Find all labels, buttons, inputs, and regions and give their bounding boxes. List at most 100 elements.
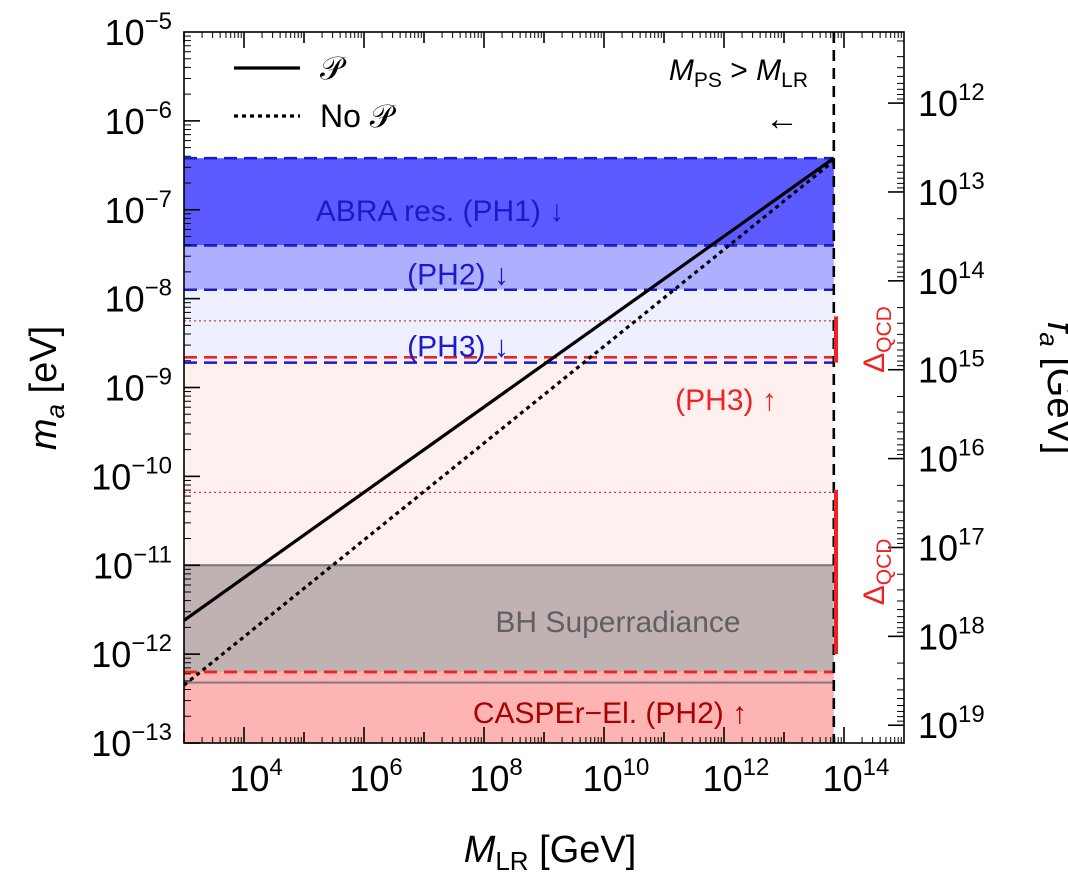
y2-tick-label-base: 10: [918, 527, 958, 568]
x-tick-label-base: 10: [229, 758, 269, 799]
delta-qcd-label-1: ΔQCD: [858, 539, 896, 606]
x-axis-title-unit: [GeV]: [529, 829, 637, 871]
delta-qcd-sub-0: QCD: [873, 306, 896, 353]
y-tick-label-base: 10: [105, 190, 145, 231]
band-label-abra-ph2: (PH2) ↓: [407, 259, 509, 292]
y-tick-label-exp: −5: [145, 8, 172, 35]
band-label-bh-superradiance: BH Superradiance: [495, 606, 740, 639]
y2-axis-title-sub: a: [1034, 332, 1064, 346]
y-tick-label: 10−9: [105, 364, 172, 409]
x-axis-title-main: M: [464, 829, 496, 871]
x-tick-label-base: 10: [469, 758, 509, 799]
x-axis-title-sub: LR: [495, 846, 528, 874]
y2-tick-label: 1015: [918, 346, 985, 391]
y2-tick-label: 1019: [918, 701, 985, 746]
y2-axis-title-main: f: [1039, 322, 1068, 336]
band-abra-ph1: [184, 158, 834, 246]
y2-axis-title: fa [GeV]: [1034, 322, 1068, 455]
band-casper-ph2: [184, 671, 834, 743]
y-tick-label-base: 10: [93, 545, 133, 586]
y-tick-label-exp: −10: [131, 452, 172, 479]
x-tick-label-exp: 12: [743, 754, 770, 781]
x-tick-label-base: 10: [823, 758, 863, 799]
legend-label-0: 𝒫: [320, 50, 347, 86]
y-tick-label: 10−10: [91, 452, 172, 497]
y2-tick-label-exp: 12: [958, 79, 985, 106]
x-tick-label: 104: [229, 754, 282, 799]
y2-tick-label-exp: 18: [958, 612, 985, 639]
y2-tick-label-base: 10: [918, 83, 958, 124]
y-tick-label: 10−5: [105, 8, 172, 53]
y2-tick-label: 1017: [918, 523, 985, 568]
delta-qcd-main-0: Δ: [858, 353, 891, 373]
y2-tick-label-exp: 16: [958, 435, 985, 462]
lr-limit-label-op: >: [722, 54, 756, 87]
lr-limit-label-m1: M: [669, 54, 694, 87]
band-label-abra-ph3: (PH3) ↓: [407, 331, 509, 364]
y-tick-label-exp: −12: [131, 630, 172, 657]
annotation-layer: MLR [GeV]ma [eV]fa [GeV]ABRA res. (PH1) …: [23, 54, 1068, 874]
y2-tick-label-exp: 19: [958, 701, 985, 728]
x-tick-label: 1012: [703, 754, 770, 799]
y-tick-label-base: 10: [105, 368, 145, 409]
y-tick-label: 10−8: [105, 275, 172, 320]
y-tick-label: 10−7: [105, 186, 172, 231]
band-bh-superradiance: [184, 565, 834, 683]
y2-tick-label: 1012: [918, 79, 985, 124]
y-tick-label-exp: −13: [131, 719, 172, 746]
legend-label-1: No 𝒫: [320, 98, 397, 134]
band-layer: [184, 156, 834, 743]
x-tick-label-base: 10: [349, 758, 389, 799]
series-layer: [182, 156, 835, 687]
y-tick-label-exp: −6: [145, 97, 172, 124]
legend: 𝒫 No 𝒫: [234, 50, 397, 134]
x-tick-label-exp: 6: [389, 754, 402, 781]
y-tick-label: 10−6: [105, 97, 172, 142]
band-abra-ph3: [184, 289, 834, 363]
x-tick-label-exp: 4: [269, 754, 282, 781]
x-tick-label-base: 10: [583, 758, 623, 799]
band-abra-ph2: [184, 245, 834, 290]
delta-qcd-main-1: Δ: [858, 585, 891, 605]
y-tick-label: 10−11: [93, 541, 172, 586]
y2-tick-label-exp: 17: [958, 523, 985, 550]
y-tick-label: 10−13: [91, 719, 172, 764]
y-tick-label-base: 10: [91, 723, 131, 764]
y2-tick-label-exp: 14: [958, 257, 985, 284]
y-axis-title-main: m: [23, 418, 65, 450]
y2-tick-label-base: 10: [918, 705, 958, 746]
series-line-no-p: [182, 159, 835, 687]
lr-limit-label: MPS > MLR: [669, 54, 808, 92]
y-tick-label-exp: −11: [133, 541, 172, 568]
y2-tick-label-base: 10: [918, 439, 958, 480]
y2-tick-label-exp: 13: [958, 168, 985, 195]
y-tick-label-exp: −8: [145, 275, 172, 302]
y2-axis-title-unit: [GeV]: [1039, 347, 1068, 455]
y-tick-label-base: 10: [91, 456, 131, 497]
y2-tick-label: 1013: [918, 168, 985, 213]
y2-tick-label-base: 10: [918, 172, 958, 213]
band-label-casper-ph2: CASPEr−El. (PH2) ↑: [473, 697, 747, 730]
tick-layer: [183, 32, 904, 744]
x-tick-label-exp: 14: [863, 754, 890, 781]
y-tick-label-exp: −9: [145, 364, 172, 391]
y2-tick-label-base: 10: [918, 350, 958, 391]
x-axis-title: MLR [GeV]: [464, 829, 637, 874]
y-axis-title: ma [eV]: [23, 326, 70, 450]
lr-limit-arrow: ←: [765, 100, 799, 138]
lr-limit-label-sub1: PS: [694, 69, 722, 92]
x-tick-label-base: 10: [703, 758, 743, 799]
lr-limit-label-m2: M: [756, 54, 781, 87]
delta-qcd-sub-1: QCD: [873, 539, 896, 586]
x-tick-label: 1014: [823, 754, 890, 799]
lr-limit-label-sub2: LR: [781, 69, 808, 92]
y2-tick-label-base: 10: [918, 261, 958, 302]
y-tick-label-base: 10: [91, 634, 131, 675]
y2-tick-label-base: 10: [918, 616, 958, 657]
x-tick-label: 108: [469, 754, 522, 799]
band-label-casper-ph3: (PH3) ↑: [675, 384, 777, 417]
delta-qcd-label-0: ΔQCD: [858, 306, 896, 373]
x-tick-label: 1010: [583, 754, 650, 799]
y-axis-title-sub: a: [40, 404, 70, 418]
